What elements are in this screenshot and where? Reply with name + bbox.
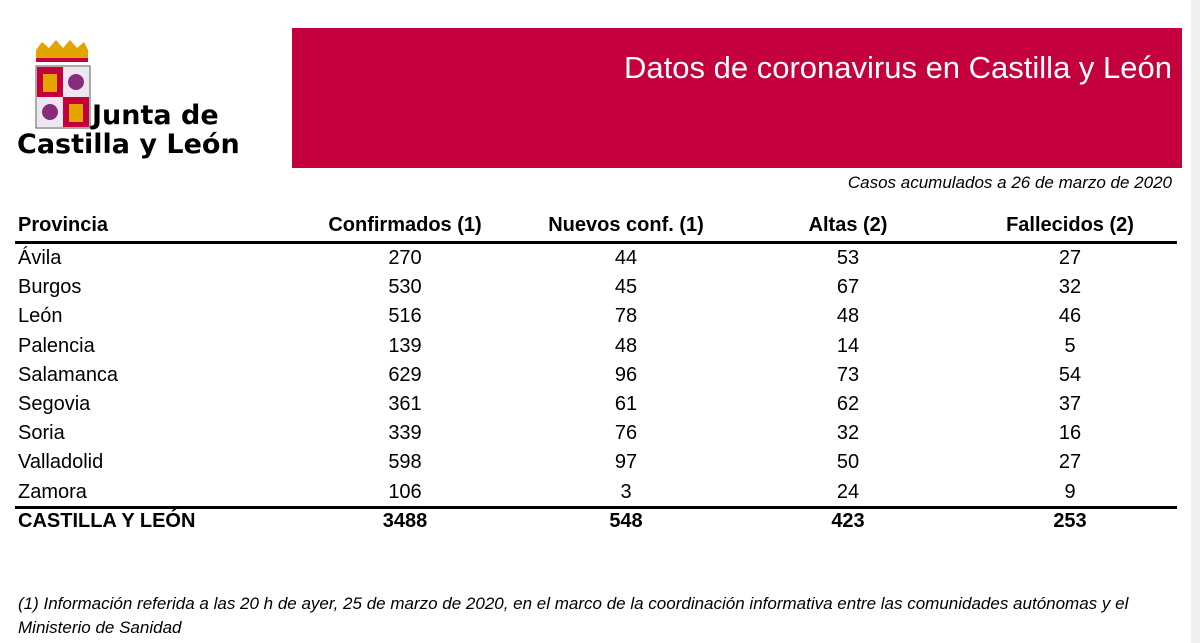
table-cell: 629: [388, 363, 422, 386]
column-header: Nuevos conf. (1): [548, 214, 704, 236]
banner: [292, 28, 1182, 168]
table-cell: 24: [836, 480, 860, 503]
column-header: Confirmados (1): [328, 214, 482, 236]
logo-text: Junta de: [92, 100, 219, 131]
table-cell: 16: [1058, 422, 1082, 445]
footnote: (1) Información referida a las 20 h de a…: [18, 594, 1129, 637]
column-header: Provincia: [18, 214, 109, 236]
table-cell: 44: [614, 247, 638, 269]
row-label: Segovia: [18, 393, 91, 415]
table-cell: 45: [614, 276, 638, 299]
row-label: León: [18, 305, 63, 328]
table-cell: 37: [1058, 393, 1082, 415]
table-cell: 61: [614, 393, 638, 415]
table-cell: 73: [836, 363, 860, 386]
table-cell: 32: [1058, 276, 1082, 299]
table-cell: 106: [388, 480, 422, 503]
row-label: Palencia: [18, 334, 95, 357]
table-cell: 516: [388, 305, 422, 328]
table-cell: 3: [620, 480, 632, 503]
row-label: Soria: [18, 422, 65, 445]
table-cell: 62: [836, 393, 860, 415]
table-cell: 361: [388, 393, 422, 415]
title: Datos de coronavirus en Castilla y León: [624, 50, 1172, 85]
table-cell: 76: [614, 422, 638, 445]
total-cell: 3488: [382, 510, 428, 532]
table-cell: 339: [388, 422, 422, 445]
table-cell: 67: [836, 276, 860, 299]
table-cell: 32: [836, 422, 860, 445]
column-header: Fallecidos (2): [1006, 214, 1134, 236]
table-cell: 270: [388, 247, 422, 269]
window-edge: [1191, 0, 1200, 643]
table-cell: 139: [388, 334, 422, 357]
table-cell: 48: [614, 334, 638, 357]
table-cell: 48: [836, 305, 860, 328]
table-cell: 96: [614, 363, 638, 386]
column-header: Altas (2): [808, 214, 888, 236]
table-cell: 54: [1058, 363, 1082, 386]
table-cell: 53: [836, 247, 860, 269]
table-cell: 46: [1058, 305, 1082, 328]
logo-text: Castilla y León: [17, 129, 240, 160]
table-cell: 78: [614, 305, 638, 328]
total-cell: 253: [1053, 510, 1087, 532]
total-label: CASTILLA Y LEÓN: [18, 510, 196, 532]
table-cell: 598: [388, 451, 422, 474]
header-rule: [15, 241, 1177, 244]
row-label: Salamanca: [18, 363, 119, 386]
row-label: Zamora: [18, 480, 87, 503]
total-rule: [15, 506, 1177, 509]
total-cell: 423: [831, 510, 865, 532]
table-cell: 97: [614, 451, 638, 474]
table-cell: 27: [1058, 247, 1082, 269]
row-label: Valladolid: [18, 451, 104, 474]
table-cell: 50: [836, 451, 860, 474]
table-cell: 27: [1058, 451, 1082, 474]
total-cell: 548: [609, 510, 643, 532]
row-label: Ávila: [18, 247, 62, 269]
table-cell: 530: [388, 276, 422, 299]
table-cell: 5: [1064, 334, 1076, 357]
subtitle: Casos acumulados a 26 de marzo de 2020: [847, 173, 1172, 192]
table-cell: 14: [836, 334, 860, 357]
coat-of-arms: [35, 40, 91, 129]
table-cell: 9: [1064, 480, 1076, 503]
row-label: Burgos: [18, 276, 82, 299]
